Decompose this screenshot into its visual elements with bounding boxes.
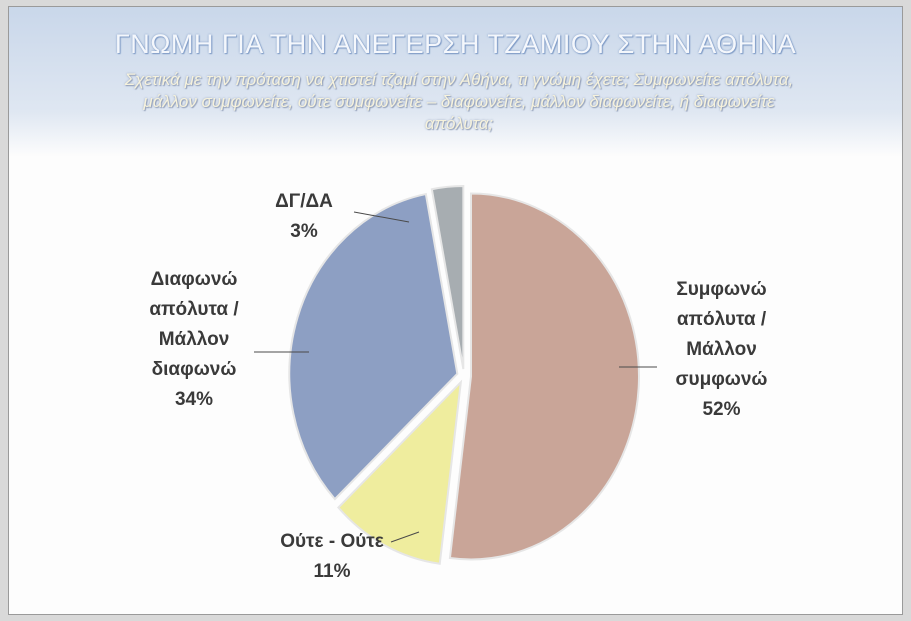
slice-label: ΔΓ/ΔΑ 3%: [254, 187, 354, 247]
slice-value-label: 11%: [313, 561, 351, 582]
leader-line: [390, 531, 420, 543]
pie-slice: [448, 192, 640, 561]
slice-label: Ούτε - Ούτε 11%: [267, 527, 397, 587]
slice-value-label: 34%: [174, 389, 214, 410]
header-band: [9, 7, 902, 157]
chart-subtitle: Σχετικά με την πρόταση να χτιστεί τζαμί …: [124, 70, 794, 133]
slice-label: Διαφωνώ απόλυτα / Μάλλον διαφωνώ 34%: [119, 265, 269, 415]
slice-label: Συμφωνώ απόλυτα / Μάλλον συμφωνώ 52%: [659, 275, 784, 425]
slice-value-label: 3%: [290, 221, 318, 242]
slice-value-label: 52%: [702, 399, 741, 420]
leader-line: [353, 211, 410, 223]
chart-frame: ΓΝΩΜΗ ΓΙΑ ΤΗΝ ΑΝΕΓΕΡΣΗ ΤΖΑΜΙΟΥ ΣΤΗΝ ΑΘΗΝ…: [8, 6, 903, 615]
pie-slice: [336, 379, 463, 565]
pie-slice: [430, 185, 465, 370]
pie-area: [254, 185, 657, 565]
pie-slice: [288, 192, 459, 501]
chart-title: ΓΝΩΜΗ ΓΙΑ ΤΗΝ ΑΝΕΓΕΡΣΗ ΤΖΑΜΙΟΥ ΣΤΗΝ ΑΘΗΝ…: [114, 29, 797, 59]
